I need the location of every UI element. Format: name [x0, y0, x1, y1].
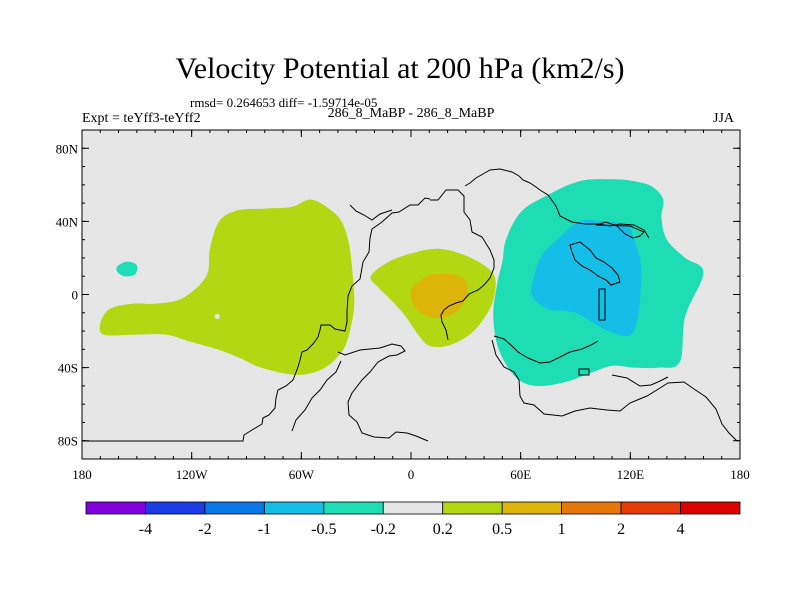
colorbar-swatch: [263, 501, 325, 515]
colorbar-swatch: [382, 501, 444, 515]
coastline-arabia-india: [569, 241, 621, 286]
colorbar-label: -0.5: [311, 521, 336, 538]
x-tick-label: 180: [730, 467, 750, 482]
coastline-australia: [611, 374, 669, 387]
coastline-south-america-east: [337, 343, 429, 442]
coastline-japan-block: [595, 221, 645, 239]
coastlines: [82, 168, 738, 442]
colorbar-label: 4: [677, 521, 685, 538]
coastline-americas: [82, 197, 431, 442]
coastline-island: [578, 368, 590, 376]
colorbar-label: 1: [558, 521, 566, 538]
contour-africa-core: [410, 273, 468, 319]
contour-pacific-negative-patch: [116, 261, 138, 277]
y-tick-label: 40N: [56, 214, 79, 229]
colorbar-swatch: [145, 501, 206, 515]
colorbar-swatch: [620, 501, 681, 515]
experiment-label: Expt = teYff3-teYff2: [82, 111, 201, 126]
axes: 180 120W 60W 0 60E 120E 180 80N 40N 0 40S 80S: [56, 129, 750, 482]
coastline-greenland: [349, 204, 393, 221]
y-tick-label: 80N: [56, 141, 79, 156]
colorbar-swatch: [85, 501, 146, 515]
coastline-arctic: [464, 168, 557, 207]
x-tick-label: 180: [72, 467, 92, 482]
x-tick-label: 120W: [176, 467, 209, 482]
x-tick-label: 60W: [289, 467, 315, 482]
contour-western-hemisphere-positive: [99, 199, 355, 375]
x-tick-label: 0: [408, 467, 415, 482]
colorbar-label: 0.5: [492, 521, 512, 538]
contour-hole: [214, 313, 220, 319]
colorbar-label: -4: [139, 521, 152, 538]
colorbar-label: -1: [258, 521, 271, 538]
colorbar-label: -0.2: [371, 521, 396, 538]
y-tick-label: 40S: [58, 361, 78, 376]
season-label: JJA: [713, 111, 735, 126]
colorbar-swatch: [442, 501, 503, 515]
colorbar-swatch: [204, 501, 265, 515]
plot-area: [82, 130, 740, 459]
colorbar-label: -2: [198, 521, 211, 538]
contour-asia-core: [531, 219, 642, 337]
y-tick-label: 80S: [58, 434, 78, 449]
y-tick-label: 0: [72, 288, 79, 303]
colorbar-label: 0.2: [433, 521, 453, 538]
colorbar-swatch: [501, 501, 563, 515]
colorbar-label: 2: [617, 521, 625, 538]
chart-title: Velocity Potential at 200 hPa (km2/s): [175, 52, 625, 85]
coastline-africa-europe: [430, 189, 495, 341]
coastline-southern: [291, 360, 342, 432]
stats-text: rmsd= 0.264653 diff= -1.59714e-05: [190, 95, 378, 110]
colorbar: -4 -2 -1 -0.5 -0.2 0.2 0.5 1 2 4: [85, 501, 741, 538]
subtitle: 286_8_MaBP - 286_8_MaBP: [327, 106, 495, 121]
coastline-indian-ocean: [493, 335, 599, 364]
colorbar-swatch: [323, 501, 384, 515]
colorbar-swatch: [680, 501, 741, 515]
coastline-sumatra-block: [598, 288, 606, 321]
x-tick-label: 60E: [510, 467, 531, 482]
colorbar-swatch: [561, 501, 622, 515]
coastline-asia-south: [491, 339, 738, 442]
x-tick-label: 120E: [617, 467, 645, 482]
